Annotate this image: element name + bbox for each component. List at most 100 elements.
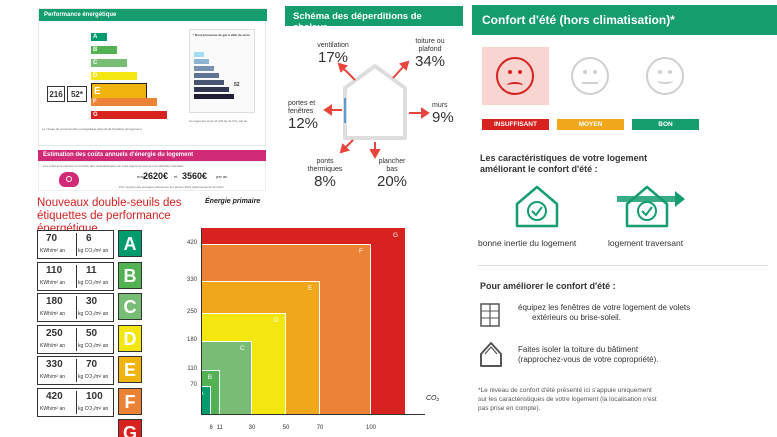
co2-unit: kg CO₂/m² an xyxy=(78,405,109,412)
thresholds-title-line-1: Nouveaux double-seuils des xyxy=(37,197,182,209)
label-letter-b: B xyxy=(118,261,142,289)
house-diagram-icon xyxy=(323,60,430,160)
cost-intro: Les coûts sont estimés en fonction des c… xyxy=(43,164,184,168)
comfort-face-sad xyxy=(482,47,549,105)
chart-ylabel: Énergie primaire xyxy=(205,198,261,205)
co2-threshold: 50 xyxy=(86,327,98,339)
improve-title: Pour améliorer le confort d'été : xyxy=(480,281,616,291)
co2-threshold: 70 xyxy=(86,359,98,370)
heatloss-item: ventilation 17% xyxy=(309,42,357,66)
heatloss-label: ponts xyxy=(316,158,334,165)
chart-y-axis xyxy=(201,228,202,414)
chart-y-tick: 110 xyxy=(187,365,197,372)
cost-high: 3560€ xyxy=(182,171,208,181)
co2-unit: kg CO₂/m² an xyxy=(78,311,109,317)
ges-mini-bar xyxy=(194,66,214,71)
ges-panel: * Dont émissions de gaz à effet de serre… xyxy=(189,29,255,113)
label-letter-f: F xyxy=(118,387,142,415)
cost-prefix: entre xyxy=(137,174,147,179)
heatloss-value: 20% xyxy=(376,173,408,190)
feature-ventilation-label: logement traversant xyxy=(608,238,684,248)
heatloss-item: ponts thermiques 8% xyxy=(305,158,345,190)
heatloss-item: portes et fenêtres 12% xyxy=(288,100,328,132)
co2-unit: kg CO₂/m² an xyxy=(78,248,109,254)
energy-threshold: 420 xyxy=(46,390,63,402)
face-eye xyxy=(583,70,587,74)
chart-xlabel: CO₂ xyxy=(426,395,440,402)
inertia-house-icon xyxy=(515,185,559,228)
face-mouth xyxy=(507,82,523,89)
tip-roof-line-2: (rapprochez-vous de votre copropriété). xyxy=(518,355,659,364)
heatloss-label: thermiques xyxy=(307,166,343,173)
dpe-mini-bar-e: E xyxy=(91,83,147,99)
dpe-mini-bar-c: C xyxy=(91,59,127,67)
dpe-title: Performance énergétique xyxy=(39,9,267,21)
chart-y-tick: 180 xyxy=(186,337,197,344)
comfort-level-label: BON xyxy=(632,119,699,130)
heatloss-item: toiture ou plafond 34% xyxy=(405,38,455,70)
chart-x-tick: 6 xyxy=(209,425,213,431)
threshold-row: 330 70 KWh/m² an kg CO₂/m² an xyxy=(37,356,114,385)
chart-x-tick: 70 xyxy=(316,425,324,431)
heatloss-value: 34% xyxy=(414,53,446,70)
ges-mini-bar xyxy=(194,52,204,57)
comfort-level-label: MOYEN xyxy=(557,119,624,130)
co2-unit: kg CO₂/m² an xyxy=(78,342,109,349)
cost-suffix: par an xyxy=(216,174,228,179)
face-mouth xyxy=(582,82,598,84)
chart-x-tick: 11 xyxy=(216,425,223,431)
label-letter-c: C xyxy=(118,293,142,320)
happy-face-icon xyxy=(646,57,684,95)
face-eye xyxy=(658,70,662,74)
features-title: Les caractéristiques de votre logement a… xyxy=(480,153,770,175)
label-letter-g: G xyxy=(118,419,142,437)
heatloss-item: plancher bas 20% xyxy=(372,158,412,190)
label-letter-e: E xyxy=(118,356,142,383)
co2-threshold: 100 xyxy=(86,390,103,402)
divider xyxy=(478,265,768,266)
threshold-row: 70 6 KWh/m² an kg CO₂/m² an xyxy=(37,230,114,259)
comfort-footnote-line-2: sur les caractéristiques de votre logeme… xyxy=(478,396,657,403)
energy-unit: KWh/m² an xyxy=(40,405,66,412)
chart-y-tick: 420 xyxy=(186,240,197,247)
energy-unit: KWh/m² an xyxy=(40,342,66,349)
piggy-bank-icon xyxy=(59,172,79,187)
cross-ventilation-icon xyxy=(617,185,685,228)
heatloss-label: portes et xyxy=(288,100,316,107)
tip-shutters: équipez les fenêtres de votre logement d… xyxy=(518,303,768,323)
energy-threshold: 180 xyxy=(46,296,63,307)
face-eye xyxy=(593,70,597,74)
comfort-title: Confort d'été (hors climatisation)* xyxy=(472,5,777,35)
dpe-mini-bar-f: F xyxy=(91,98,157,106)
ges-mini-bar xyxy=(194,59,209,64)
label-letter-d: D xyxy=(118,324,142,352)
ges-value: 52 xyxy=(234,82,240,88)
heatloss-label: toiture ou xyxy=(415,38,445,45)
co2-threshold: 6 xyxy=(86,233,92,244)
roof-insulation-icon xyxy=(480,342,502,367)
chart-y-tick: 330 xyxy=(186,276,197,283)
cost-low: 2620€ xyxy=(143,171,169,181)
heatloss-value: 8% xyxy=(314,173,336,190)
heatloss-label: plancher xyxy=(378,158,406,165)
heatloss-value: 9% xyxy=(432,109,454,126)
row-separator xyxy=(76,233,77,256)
ges-mini-bar xyxy=(194,94,234,99)
row-separator xyxy=(76,390,77,414)
dpe-mini-bar-g: G xyxy=(91,111,167,119)
co2-unit: kg CO₂/m² an xyxy=(78,374,109,380)
cost-title: Estimation des coûts annuels d'énergie d… xyxy=(38,150,266,161)
features-title-line-1: Les caractéristiques de votre logement xyxy=(480,153,648,163)
chart-zone-label: C xyxy=(240,345,245,353)
face-eye xyxy=(668,70,672,74)
cost-footnote: Prix moyens des énergies indexés au 1er … xyxy=(119,185,224,189)
ges-title: * Dont émissions de gaz à effet de serre xyxy=(193,33,250,37)
tip-shutters-line-1: équipez les fenêtres de votre logement d… xyxy=(518,303,691,312)
ges-mini-bar xyxy=(194,80,224,85)
thresholds-title-line-2: étiquettes de performance xyxy=(37,210,171,222)
heatloss-label: fenêtres xyxy=(288,108,314,115)
face-mouth xyxy=(657,77,673,84)
energy-threshold: 330 xyxy=(46,359,63,370)
energy-unit: KWh/m² an xyxy=(40,279,66,286)
ges-small-text: Ce logement émet 11 324 kg de CO₂ par an xyxy=(189,119,248,123)
